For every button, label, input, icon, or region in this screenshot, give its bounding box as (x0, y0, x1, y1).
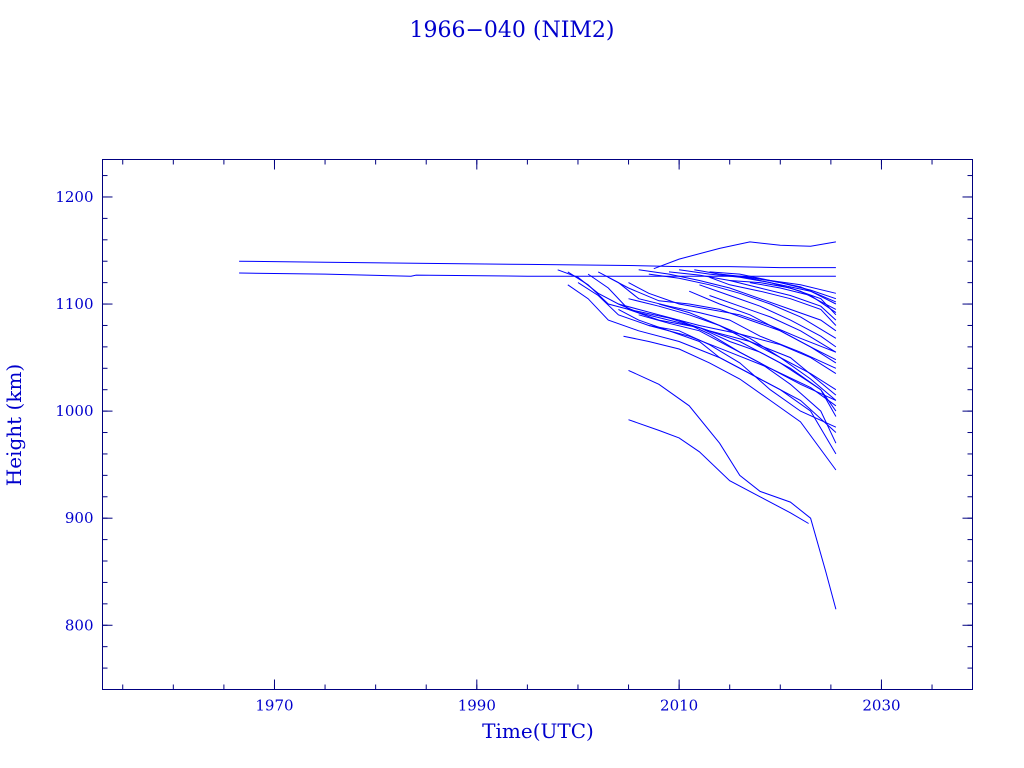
x-tick-label: 2030 (862, 697, 900, 715)
series-line-7 (577, 282, 837, 407)
y-tick-label: 1100 (55, 295, 93, 313)
series-layer (239, 241, 837, 610)
y-tick-label: 800 (65, 616, 94, 634)
series-line-32 (699, 284, 837, 348)
series-line-23 (719, 273, 837, 305)
y-tick-label: 1000 (55, 402, 93, 420)
series-line-30 (678, 319, 837, 401)
ticks-layer (102, 159, 973, 690)
series-line-5 (567, 271, 837, 396)
series-line-6 (567, 284, 837, 433)
y-axis-label: Height (km) (2, 364, 26, 486)
series-line-14 (628, 298, 837, 401)
series-line-17 (648, 273, 837, 339)
series-line-26 (749, 282, 837, 314)
chart-title: 1966−040 (NIM2) (409, 18, 614, 43)
series-line-33 (709, 295, 837, 353)
series-line-31 (689, 290, 837, 364)
series-line-3 (653, 241, 836, 270)
series-line-2 (239, 272, 836, 277)
series-line-13 (623, 335, 837, 471)
series-line-9 (597, 271, 837, 369)
x-tick-label: 2010 (660, 697, 698, 715)
y-tick-label: 900 (65, 509, 94, 527)
x-axis-label: Time(UTC) (482, 719, 594, 743)
series-line-1 (239, 260, 836, 269)
tick-labels: 1970 1990 2010 2030 800 900 1000 1100 1200 (55, 188, 900, 715)
series-line-25 (739, 275, 837, 303)
x-tick-label: 1970 (255, 697, 293, 715)
series-line-16 (638, 269, 837, 332)
series-line-24 (729, 280, 837, 316)
series-line-28 (648, 325, 837, 428)
x-tick-label: 1990 (458, 697, 496, 715)
series-line-12 (618, 308, 837, 455)
series-line-29 (658, 303, 837, 391)
series-line-18 (668, 271, 837, 321)
series-line-34 (628, 369, 837, 610)
series-line-35 (628, 419, 809, 524)
series-line-22 (709, 276, 837, 326)
series-line-11 (618, 303, 837, 412)
y-tick-label: 1200 (55, 188, 93, 206)
plot-frame (102, 159, 973, 690)
series-line-15 (628, 282, 837, 353)
